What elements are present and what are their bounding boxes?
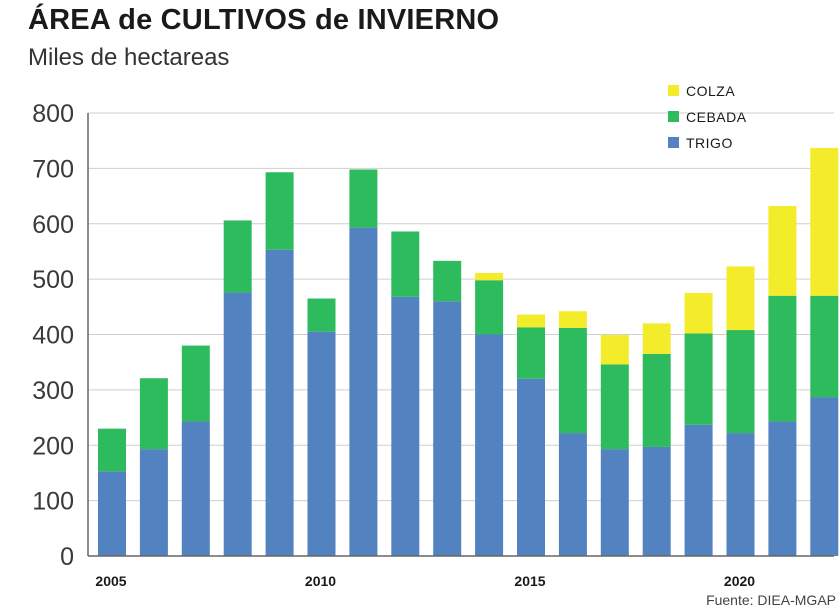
- bar-cebada-2014: [475, 280, 504, 335]
- bar-cebada-2017: [600, 364, 629, 450]
- axes: [87, 113, 834, 557]
- bar-cebada-2016: [558, 327, 587, 434]
- bar-colza-2014: [475, 273, 504, 281]
- bar-trigo-2009: [265, 249, 294, 556]
- y-axis-ticks: 0 100 200 300 400 500 600 700 800: [32, 100, 74, 571]
- bar-colza-2020: [726, 266, 755, 331]
- y-tick-label: 800: [32, 100, 74, 128]
- y-tick-label: 300: [32, 377, 74, 405]
- y-tick-label: 100: [32, 488, 74, 516]
- y-tick-label: 500: [32, 266, 74, 294]
- bar-cebada-2022: [810, 295, 839, 398]
- bar-trigo-2020: [726, 433, 755, 556]
- y-tick-label: 400: [32, 322, 74, 350]
- y-tick-label: 600: [32, 211, 74, 239]
- bar-cebada-2020: [726, 330, 755, 434]
- bar-colza-2017: [600, 335, 629, 365]
- source-note: Fuente: DIEA-MGAP: [706, 592, 836, 608]
- bar-trigo-2021: [768, 421, 797, 556]
- y-tick-label: 0: [60, 543, 74, 571]
- bar-cebada-2009: [265, 172, 294, 250]
- chart-subtitle: Miles de hectareas: [28, 44, 230, 71]
- bar-trigo-2006: [139, 449, 168, 556]
- bar-cebada-2007: [181, 345, 210, 422]
- bar-cebada-2019: [684, 333, 713, 425]
- y-tick-label: 200: [32, 432, 74, 460]
- legend-swatch-trigo: [668, 137, 679, 148]
- bar-cebada-2010: [307, 298, 336, 332]
- bar-trigo-2007: [181, 421, 210, 556]
- bars: [98, 147, 839, 556]
- y-tick-label: 700: [32, 155, 74, 183]
- bar-trigo-2010: [307, 331, 336, 556]
- bar-colza-2016: [558, 311, 587, 328]
- x-axis-ticks: 2005 2010 2015 2020: [95, 573, 755, 589]
- bar-trigo-2008: [223, 292, 252, 556]
- chart-title: ÁREA de CULTIVOS de INVIERNO: [28, 4, 500, 36]
- bar-cebada-2018: [642, 353, 671, 447]
- bar-trigo-2011: [349, 227, 378, 556]
- bar-cebada-2013: [433, 260, 462, 302]
- legend-swatch-cebada: [668, 111, 679, 122]
- bar-colza-2019: [684, 292, 713, 334]
- bar-trigo-2022: [810, 397, 839, 556]
- bar-trigo-2017: [600, 449, 629, 556]
- bar-trigo-2018: [642, 446, 671, 556]
- bar-cebada-2006: [139, 378, 168, 450]
- x-tick-label: 2015: [514, 573, 545, 589]
- bar-trigo-2019: [684, 424, 713, 556]
- legend-label-cebada: CEBADA: [686, 109, 747, 125]
- bar-trigo-2015: [517, 378, 545, 556]
- bar-trigo-2014: [475, 334, 504, 556]
- bar-cebada-2021: [768, 295, 797, 422]
- legend-label-trigo: TRIGO: [686, 135, 733, 151]
- legend-label-colza: COLZA: [686, 83, 735, 99]
- bar-cebada-2008: [223, 220, 252, 293]
- x-tick-label: 2005: [95, 573, 126, 589]
- bar-trigo-2016: [558, 433, 587, 556]
- legend-swatch-colza: [668, 85, 679, 96]
- x-tick-label: 2010: [305, 573, 336, 589]
- bar-colza-2015: [517, 314, 545, 328]
- bar-cebada-2015: [517, 327, 545, 379]
- bar-trigo-2005: [98, 471, 126, 556]
- legend: COLZA CEBADA TRIGO: [668, 83, 747, 151]
- bar-trigo-2012: [391, 296, 420, 556]
- bar-trigo-2013: [433, 301, 462, 556]
- bar-colza-2022: [810, 147, 839, 296]
- bar-cebada-2011: [349, 169, 378, 228]
- bar-colza-2021: [768, 206, 797, 296]
- bar-colza-2018: [642, 323, 671, 354]
- bar-cebada-2012: [391, 231, 420, 297]
- bar-cebada-2005: [98, 428, 126, 472]
- x-tick-label: 2020: [724, 573, 755, 589]
